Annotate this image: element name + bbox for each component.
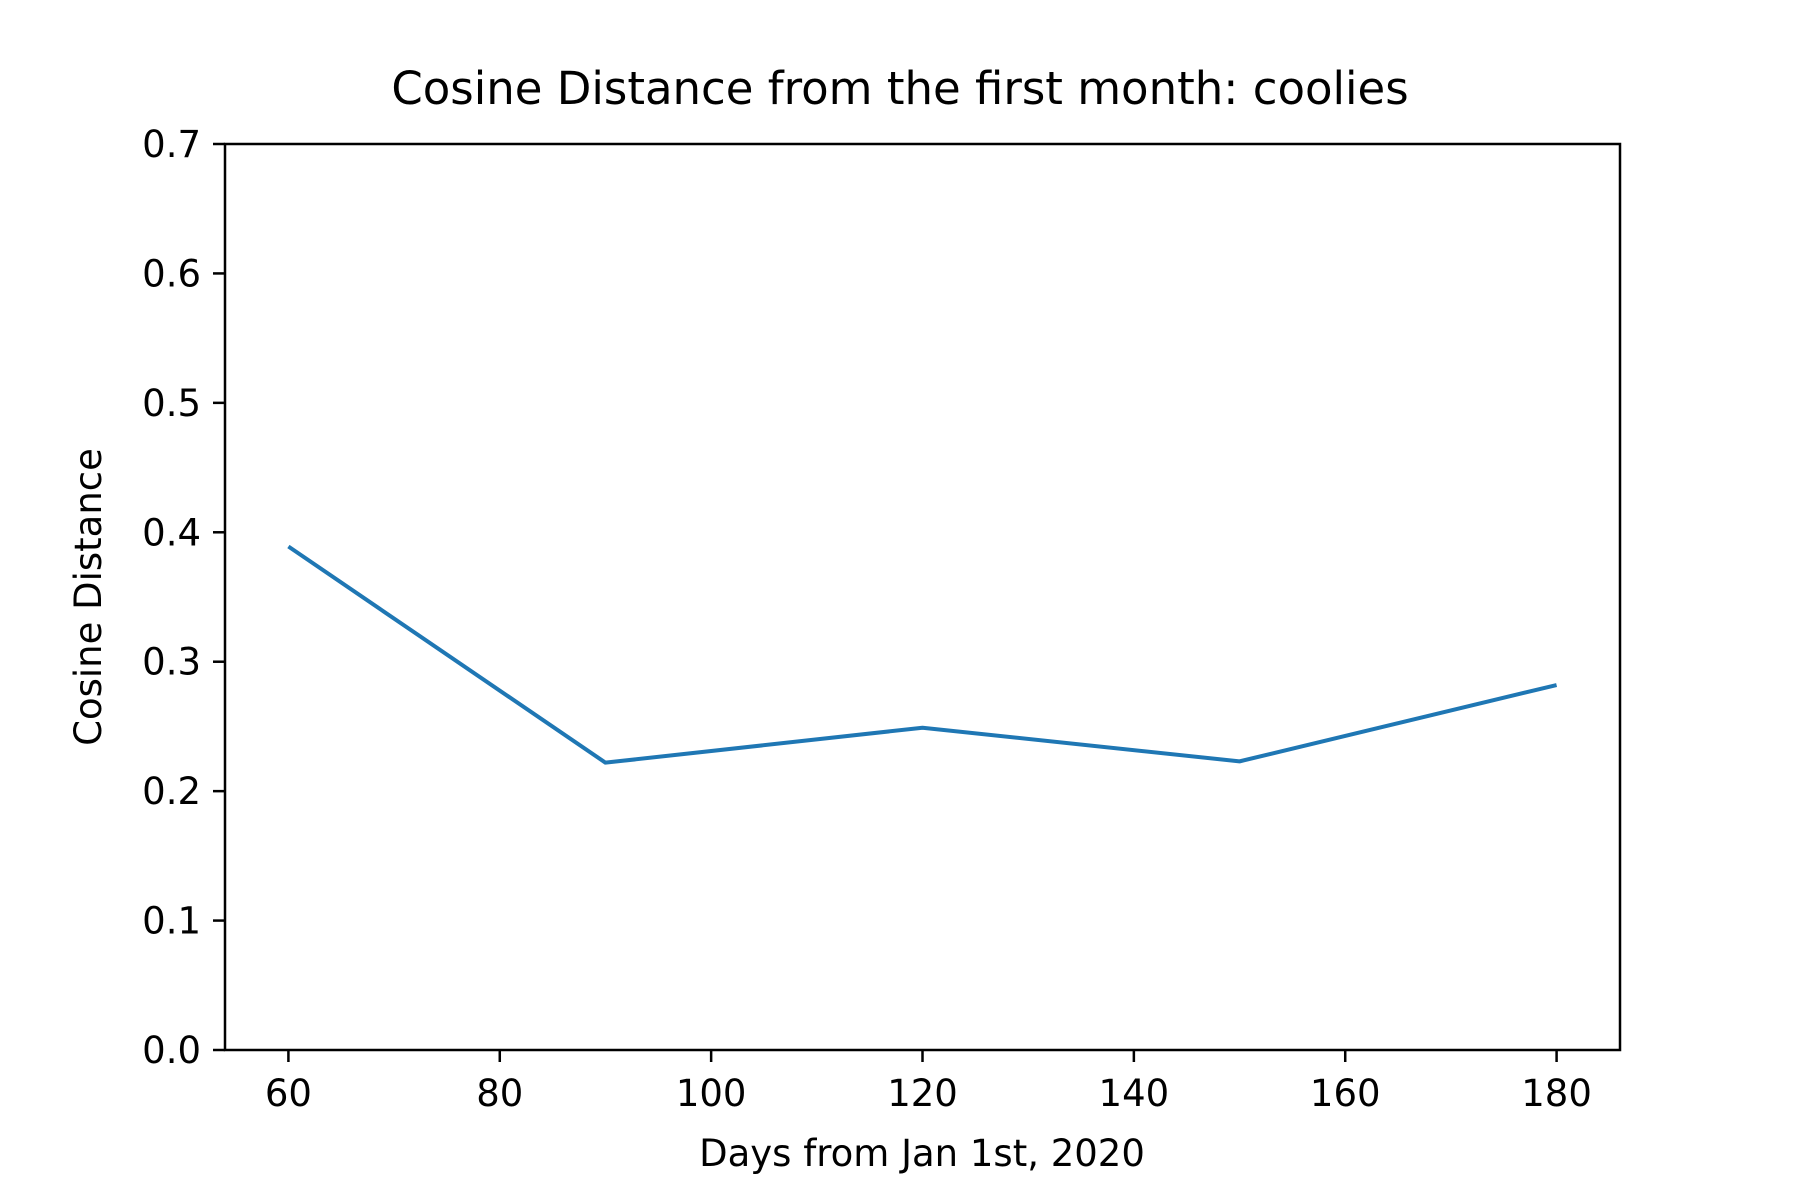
- y-tick-label: 0.7: [142, 123, 201, 166]
- series-line-coolies: [287, 544, 1558, 765]
- x-tick-label: 60: [265, 1072, 312, 1115]
- x-axis-ticks: 60 80 100 120 140 160 180: [265, 1050, 1592, 1115]
- y-axis-ticks: 0.0 0.1 0.2 0.3 0.4 0.5 0.6 0.7: [142, 123, 225, 1072]
- x-tick-label: 160: [1310, 1072, 1381, 1115]
- x-axis-label: Days from Jan 1st, 2020: [699, 1132, 1145, 1175]
- x-tick-label: 140: [1099, 1072, 1170, 1115]
- x-tick-label: 180: [1521, 1072, 1592, 1115]
- y-tick-label: 0.4: [142, 511, 201, 554]
- x-tick-label: 120: [887, 1072, 958, 1115]
- y-tick-label: 0.0: [142, 1029, 201, 1072]
- series-layer: [287, 544, 1558, 765]
- x-tick-label: 80: [476, 1072, 523, 1115]
- y-tick-label: 0.3: [142, 641, 201, 684]
- y-tick-label: 0.1: [142, 900, 201, 943]
- chart-title: Cosine Distance from the first month: co…: [391, 62, 1408, 115]
- y-axis-label: Cosine Distance: [67, 448, 110, 746]
- y-tick-label: 0.2: [142, 770, 201, 813]
- x-tick-label: 100: [676, 1072, 747, 1115]
- y-tick-label: 0.5: [142, 382, 201, 425]
- plot-area-frame: [223, 142, 1622, 1052]
- y-tick-label: 0.6: [142, 252, 201, 295]
